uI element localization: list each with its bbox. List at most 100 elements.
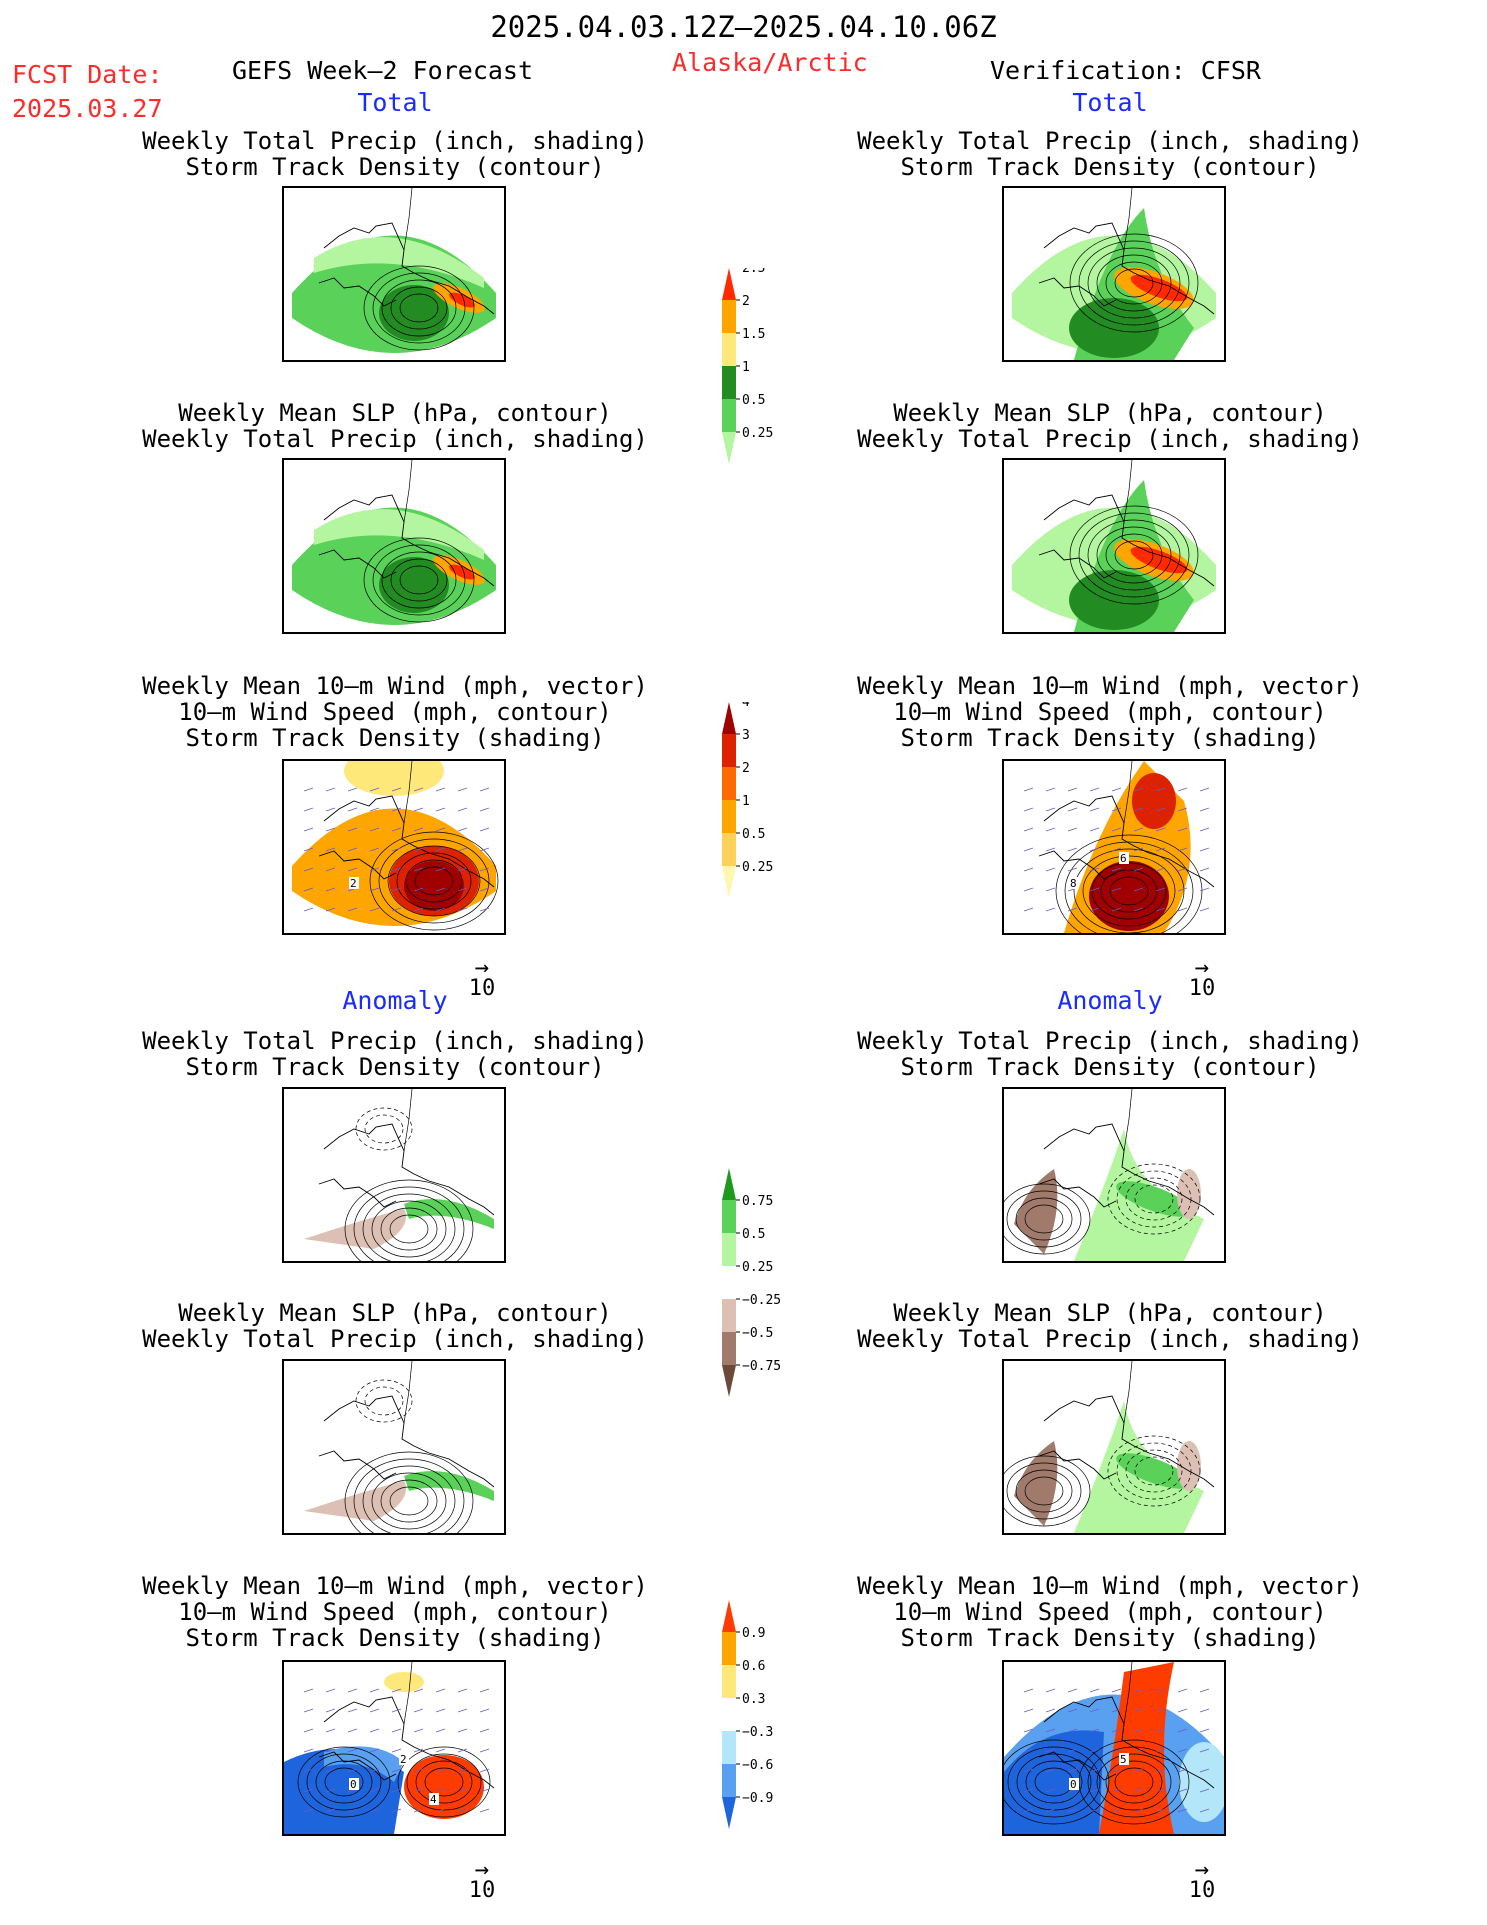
wind-vector	[457, 867, 468, 872]
wind-vector	[1177, 807, 1188, 812]
contour-line	[1078, 240, 1190, 326]
wind-vector	[1067, 1708, 1078, 1713]
wind-vector	[325, 847, 336, 852]
contour-line	[1107, 1435, 1201, 1507]
wind-vector	[325, 1788, 336, 1793]
wind-vector	[347, 1748, 358, 1753]
wind-vector	[325, 1808, 336, 1813]
wind-vector	[1155, 907, 1166, 912]
title-gefs-anom-precip-track: Weekly Total Precip (inch, shading) Stor…	[140, 1028, 650, 1080]
contour-line	[1096, 526, 1172, 584]
border-line	[403, 460, 413, 523]
contour-line	[1087, 247, 1181, 319]
wind-vector	[435, 867, 446, 872]
colorbar-label: 0.3	[742, 1692, 765, 1707]
title-line-2: Storm Track Density (contour)	[900, 153, 1320, 181]
colorbar-svg: −0.9 −0.6 −0.3 0.3 0.6 0.9	[722, 1600, 773, 1829]
title-line-2: Weekly Total Precip (inch, shading)	[142, 425, 648, 453]
wind-vector	[1067, 1688, 1078, 1693]
wind-vector	[1177, 1788, 1188, 1793]
contour-line	[389, 1486, 429, 1516]
wind-vector	[1067, 787, 1078, 792]
vector-ref-value: 10	[468, 976, 496, 1001]
colorbar-label: 0.9	[742, 1626, 765, 1641]
colorbar-label: −0.6	[742, 1758, 773, 1773]
wind-vector	[1133, 1788, 1144, 1793]
arrow-right-icon: →	[474, 1855, 490, 1883]
wind-vector	[1155, 1768, 1166, 1773]
map-svg	[304, 1361, 495, 1533]
contour-line	[1125, 1449, 1183, 1493]
contour-label: 8	[1070, 877, 1077, 890]
coastline-west	[1038, 1450, 1117, 1480]
wind-vector	[347, 787, 358, 792]
wind-vector	[1199, 1768, 1210, 1773]
wind-vector	[1023, 907, 1034, 912]
wind-vector	[1111, 1688, 1122, 1693]
colorbar-label: −0.5	[742, 1326, 773, 1341]
colorbar-label: 4	[742, 702, 750, 710]
contour-line	[406, 1753, 482, 1811]
contour-line	[1096, 254, 1172, 312]
wind-vector	[1045, 887, 1056, 892]
wind-vector	[369, 847, 380, 852]
wind-vector	[347, 1808, 358, 1813]
wind-vector	[435, 827, 446, 832]
wind-vector	[1089, 1768, 1100, 1773]
wind-vector	[413, 787, 424, 792]
wind-vector	[413, 887, 424, 892]
wind-vector	[325, 1748, 336, 1753]
wind-vector	[1089, 1708, 1100, 1713]
track-pos	[404, 1755, 484, 1819]
wind-vector	[1199, 1708, 1210, 1713]
wind-vector	[413, 1788, 424, 1793]
wind-vector	[1177, 1748, 1188, 1753]
map-gefs-anom-slp-precip	[282, 1359, 506, 1535]
contour-line	[364, 1114, 404, 1144]
wind-vector	[1111, 907, 1122, 912]
title-cfsr-total-slp-precip: Weekly Mean SLP (hPa, contour) Weekly To…	[855, 400, 1365, 452]
wind-vector	[1177, 847, 1188, 852]
wind-vector	[1199, 807, 1210, 812]
wind-vector	[369, 907, 380, 912]
wind-vector	[1177, 1688, 1188, 1693]
colorbar-segment	[722, 767, 736, 800]
wind-vector	[1177, 1808, 1188, 1813]
title-line-1: Weekly Mean 10–m Wind (mph, vector)	[142, 1572, 648, 1600]
section-total-left: Total	[357, 88, 433, 117]
title-line-1: Weekly Mean SLP (hPa, contour)	[893, 399, 1327, 427]
title-gefs-total-slp-precip: Weekly Mean SLP (hPa, contour) Weekly To…	[140, 400, 650, 452]
coastline-west	[318, 1751, 397, 1781]
colorbar-segment	[722, 734, 736, 767]
contour-line	[378, 838, 490, 924]
map-svg	[304, 1089, 495, 1261]
contour-line	[1105, 1760, 1163, 1804]
coastline	[1043, 1696, 1215, 1789]
wind-vector	[1067, 847, 1078, 852]
wind-vector	[479, 907, 490, 912]
vector-ref-gefs-total: → 10	[462, 955, 502, 1001]
wind-vector	[391, 847, 402, 852]
colorbar-svg: −0.75 −0.5 −0.25 0.25 0.5 0.75	[722, 1168, 781, 1397]
title-line-3: Storm Track Density (shading)	[185, 724, 605, 752]
map-svg: 86	[1023, 761, 1215, 933]
map-gefs-total-wind-track: 2	[282, 759, 506, 935]
wind-vector	[369, 1708, 380, 1713]
wind-vector	[303, 867, 314, 872]
wind-vector	[1023, 1808, 1034, 1813]
wind-vector	[1199, 907, 1210, 912]
colorbar-label: 0.5	[742, 393, 765, 408]
wind-vector	[1155, 847, 1166, 852]
track-neg-light	[324, 1746, 404, 1782]
colorbar-segment	[722, 1731, 736, 1764]
wind-vector	[413, 1728, 424, 1733]
wind-vector	[325, 887, 336, 892]
coastline	[323, 1123, 495, 1216]
colorbar-segment	[722, 1764, 736, 1797]
wind-vector	[369, 1728, 380, 1733]
contour-line	[1069, 233, 1199, 333]
wind-vector	[1023, 787, 1034, 792]
title-line-2: 10–m Wind Speed (mph, contour)	[893, 698, 1327, 726]
wind-vector	[479, 867, 490, 872]
title-line-3: Storm Track Density (shading)	[900, 724, 1320, 752]
